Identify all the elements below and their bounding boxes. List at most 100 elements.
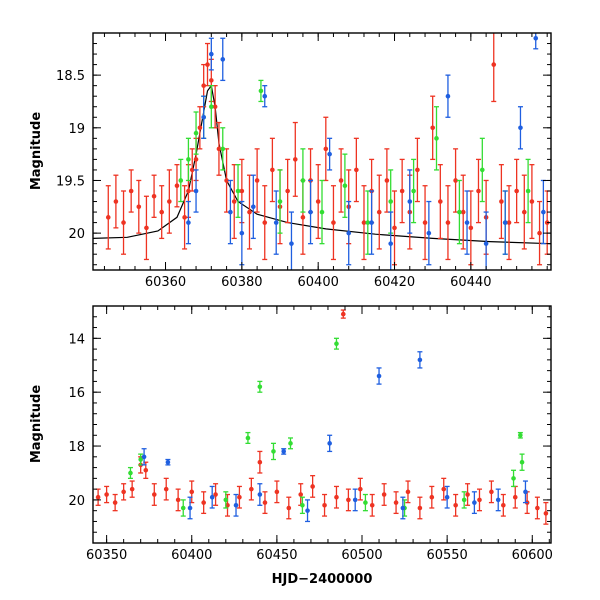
marker: [346, 497, 351, 503]
marker: [141, 454, 147, 460]
bottom-data-point: [400, 496, 406, 520]
bottom-data-point: [262, 491, 268, 515]
marker: [417, 357, 423, 363]
marker: [209, 104, 214, 110]
top-data-point: [273, 190, 279, 255]
bottom-data-point: [233, 493, 239, 517]
top-data-point: [479, 137, 485, 203]
marker: [477, 497, 482, 503]
marker: [186, 220, 191, 225]
marker: [444, 494, 450, 500]
bottom-data-point: [500, 493, 506, 517]
top-data-point: [113, 174, 119, 229]
marker: [270, 167, 275, 173]
top-data-point: [338, 148, 344, 213]
marker: [212, 104, 218, 110]
bottom-data-point: [461, 491, 467, 509]
bottom-data-point: [369, 493, 375, 517]
marker: [143, 467, 149, 473]
marker: [400, 505, 406, 511]
top-data-point: [414, 137, 420, 203]
top-data-point: [388, 211, 394, 270]
marker: [201, 500, 206, 505]
bottom-data-point: [393, 491, 399, 515]
top-data-point: [288, 211, 294, 270]
bottom-data-point: [333, 485, 339, 509]
marker: [193, 130, 199, 136]
top-y-tick-label: 20: [68, 227, 85, 242]
bottom-data-point: [405, 480, 411, 504]
bottom-data-point: [121, 483, 127, 501]
marker: [543, 511, 549, 516]
top-data-point: [300, 148, 306, 213]
marker: [346, 230, 352, 236]
marker: [228, 209, 233, 215]
marker: [519, 459, 525, 465]
marker: [384, 178, 390, 183]
marker: [209, 51, 214, 57]
marker: [138, 457, 143, 462]
marker: [518, 432, 523, 438]
top-data-point: [246, 174, 252, 250]
top-data-point: [193, 169, 199, 213]
top-data-point: [346, 200, 352, 266]
bottom-data-point: [141, 448, 147, 466]
marker: [151, 193, 157, 199]
top-x-tick-label: 60400: [298, 275, 339, 290]
marker: [285, 188, 290, 194]
marker: [113, 199, 119, 204]
top-data-point: [136, 179, 142, 234]
top-data-point: [517, 106, 523, 150]
marker: [340, 311, 346, 317]
marker: [292, 157, 298, 162]
bottom-data-point: [248, 477, 254, 501]
marker: [121, 489, 126, 495]
top-data-point: [361, 185, 367, 261]
top-data-point: [212, 85, 218, 129]
top-data-point: [250, 174, 256, 240]
bottom-data-point: [340, 309, 346, 319]
bottom-series-red: [95, 309, 549, 525]
top-data-point: [227, 179, 233, 245]
bottom-data-point: [201, 491, 207, 515]
bottom-data-point: [519, 453, 525, 471]
marker: [472, 500, 477, 505]
top-y-tick-label: 19: [68, 122, 85, 137]
marker: [224, 178, 229, 183]
marker: [541, 209, 546, 215]
bottom-y-axis-title: Magnitude: [29, 385, 44, 464]
top-data-point: [292, 121, 298, 197]
top-data-point: [205, 42, 210, 87]
top-data-point: [399, 158, 405, 224]
top-data-point: [330, 185, 336, 261]
bottom-series-blue: [141, 351, 528, 523]
marker: [476, 188, 481, 194]
bottom-x-axis-title: HJD−2400000: [272, 572, 373, 587]
top-data-point: [178, 158, 184, 203]
marker: [407, 199, 413, 204]
top-data-point: [128, 169, 134, 213]
marker: [201, 114, 206, 120]
bottom-data-point: [352, 488, 358, 512]
marker: [216, 146, 222, 152]
marker: [512, 494, 518, 500]
bottom-data-point: [511, 469, 517, 488]
marker: [511, 476, 516, 481]
bottom-data-point: [180, 499, 186, 517]
top-data-point: [384, 148, 390, 213]
top-x-tick-label: 60380: [221, 275, 262, 290]
marker: [128, 188, 134, 194]
marker: [525, 188, 531, 194]
marker: [457, 209, 462, 215]
top-data-point: [407, 169, 413, 234]
bottom-y-tick-label: 18: [68, 440, 85, 455]
bottom-data-point: [305, 499, 311, 523]
marker: [165, 459, 171, 465]
marker: [376, 209, 382, 215]
bottom-x-tick-label: 60550: [426, 548, 467, 563]
marker: [205, 62, 210, 67]
marker: [274, 489, 280, 495]
marker: [393, 500, 399, 505]
marker: [327, 441, 332, 446]
marker: [501, 502, 506, 508]
